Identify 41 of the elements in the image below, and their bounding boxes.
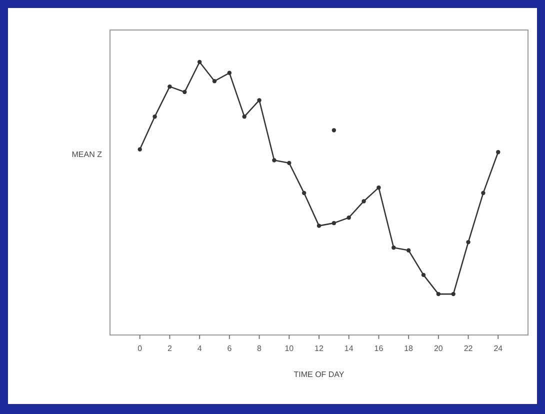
- x-tick-label: 24: [494, 344, 504, 353]
- x-tick-label: 10: [284, 344, 294, 353]
- point: [332, 220, 336, 226]
- point: [406, 248, 411, 252]
- point: [272, 158, 276, 162]
- point: [436, 292, 441, 296]
- point: [287, 160, 292, 166]
- x-tick-label: 16: [374, 344, 384, 353]
- point: [302, 190, 306, 196]
- point: [168, 84, 172, 89]
- x-tick-label: 0: [138, 344, 143, 353]
- point: [466, 240, 470, 244]
- point: [362, 199, 366, 204]
- point: [152, 114, 157, 119]
- x-tick-label: 2: [167, 344, 172, 353]
- point: [481, 190, 486, 196]
- point: [257, 98, 262, 102]
- point: [212, 79, 217, 84]
- point: [242, 114, 246, 119]
- point: [421, 272, 426, 278]
- x-axis-title: TIME OF DAY: [294, 370, 345, 379]
- x-tick-label: 8: [257, 344, 262, 353]
- point: [227, 70, 232, 76]
- point: [451, 292, 456, 296]
- point: [392, 246, 396, 250]
- x-tick-label: 18: [404, 344, 414, 353]
- y-axis-title: MEAN Z: [72, 150, 102, 159]
- x-tick-label: 14: [344, 344, 354, 353]
- point: [138, 147, 142, 152]
- point: [332, 128, 336, 132]
- x-tick-label: 20: [434, 344, 444, 353]
- x-tick-label: 12: [314, 344, 324, 353]
- point: [346, 216, 351, 220]
- x-tick-label: 22: [464, 344, 474, 353]
- point: [376, 185, 381, 190]
- point: [197, 60, 202, 64]
- point: [316, 224, 322, 228]
- x-tick-label: 4: [197, 344, 202, 353]
- point: [496, 150, 500, 154]
- x-tick-label: 6: [227, 344, 232, 353]
- point: [182, 90, 187, 94]
